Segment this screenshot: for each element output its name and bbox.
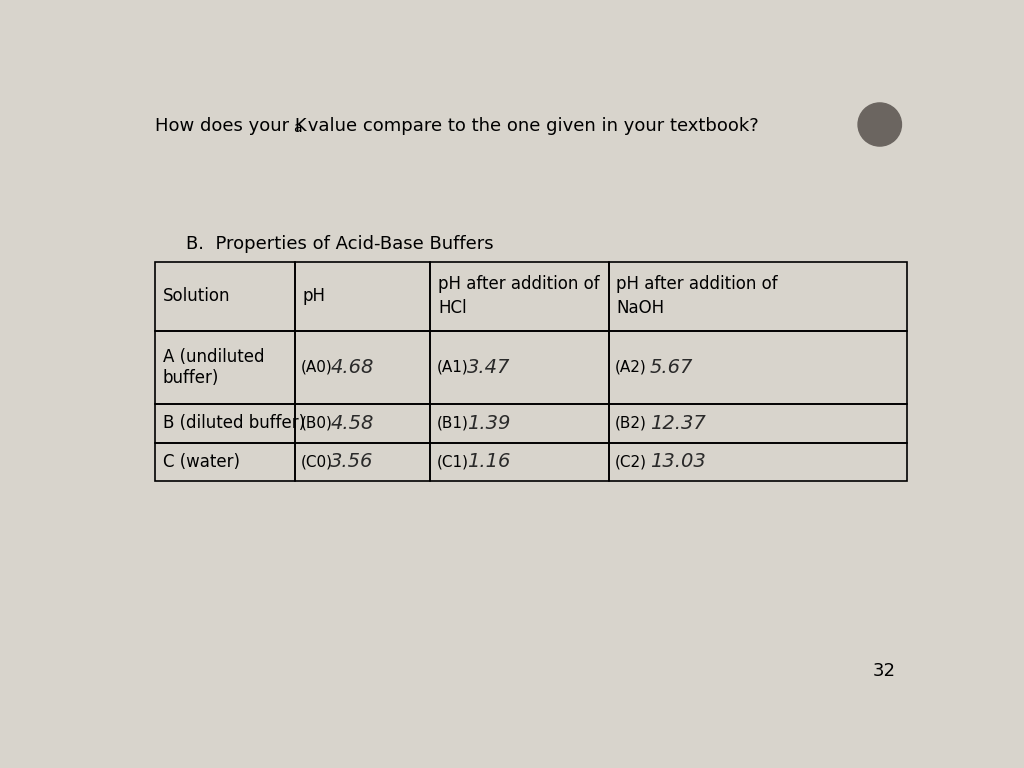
Bar [430,331,608,404]
Text: B.  Properties of Acid-Base Buffers: B. Properties of Acid-Base Buffers [186,234,494,253]
Text: value compare to the one given in your textbook?: value compare to the one given in your t… [302,117,759,135]
Bar [295,262,430,331]
Text: pH: pH [302,287,326,305]
Text: (C2): (C2) [614,454,647,469]
Text: (B0): (B0) [301,415,333,431]
Text: 12.37: 12.37 [649,414,706,432]
Bar [295,404,430,442]
Bar [430,404,608,442]
Text: Solution: Solution [163,287,230,305]
Text: (A1): (A1) [436,360,468,375]
Bar [155,404,295,442]
Text: 5.67: 5.67 [649,358,693,377]
Text: C (water): C (water) [163,453,240,471]
Bar [155,262,295,331]
Text: 32: 32 [872,662,895,680]
Text: a: a [293,121,302,134]
Text: (C0): (C0) [301,454,333,469]
Bar [430,442,608,481]
Text: (A2): (A2) [614,360,646,375]
Text: (B1): (B1) [436,415,468,431]
Bar [608,262,907,331]
Bar [608,404,907,442]
Bar [430,262,608,331]
Text: 1.39: 1.39 [467,414,511,432]
Circle shape [858,103,901,146]
Text: B (diluted buffer): B (diluted buffer) [163,414,305,432]
Text: 4.68: 4.68 [331,358,374,377]
Text: 3.56: 3.56 [331,452,374,472]
Bar [155,442,295,481]
Text: How does your K: How does your K [155,117,307,135]
Bar [295,442,430,481]
Bar [295,331,430,404]
Text: 4.58: 4.58 [331,414,374,432]
Text: 3.47: 3.47 [467,358,511,377]
Text: 13.03: 13.03 [649,452,706,472]
Text: 1.16: 1.16 [467,452,511,472]
Text: pH after addition of
NaOH: pH after addition of NaOH [616,276,778,317]
Text: pH after addition of
HCl: pH after addition of HCl [438,276,600,317]
Bar [608,331,907,404]
Text: (B2): (B2) [614,415,646,431]
Bar [155,331,295,404]
Text: A (undiluted
buffer): A (undiluted buffer) [163,348,264,387]
Text: (C1): (C1) [436,454,468,469]
Text: (A0): (A0) [301,360,333,375]
Bar [608,442,907,481]
